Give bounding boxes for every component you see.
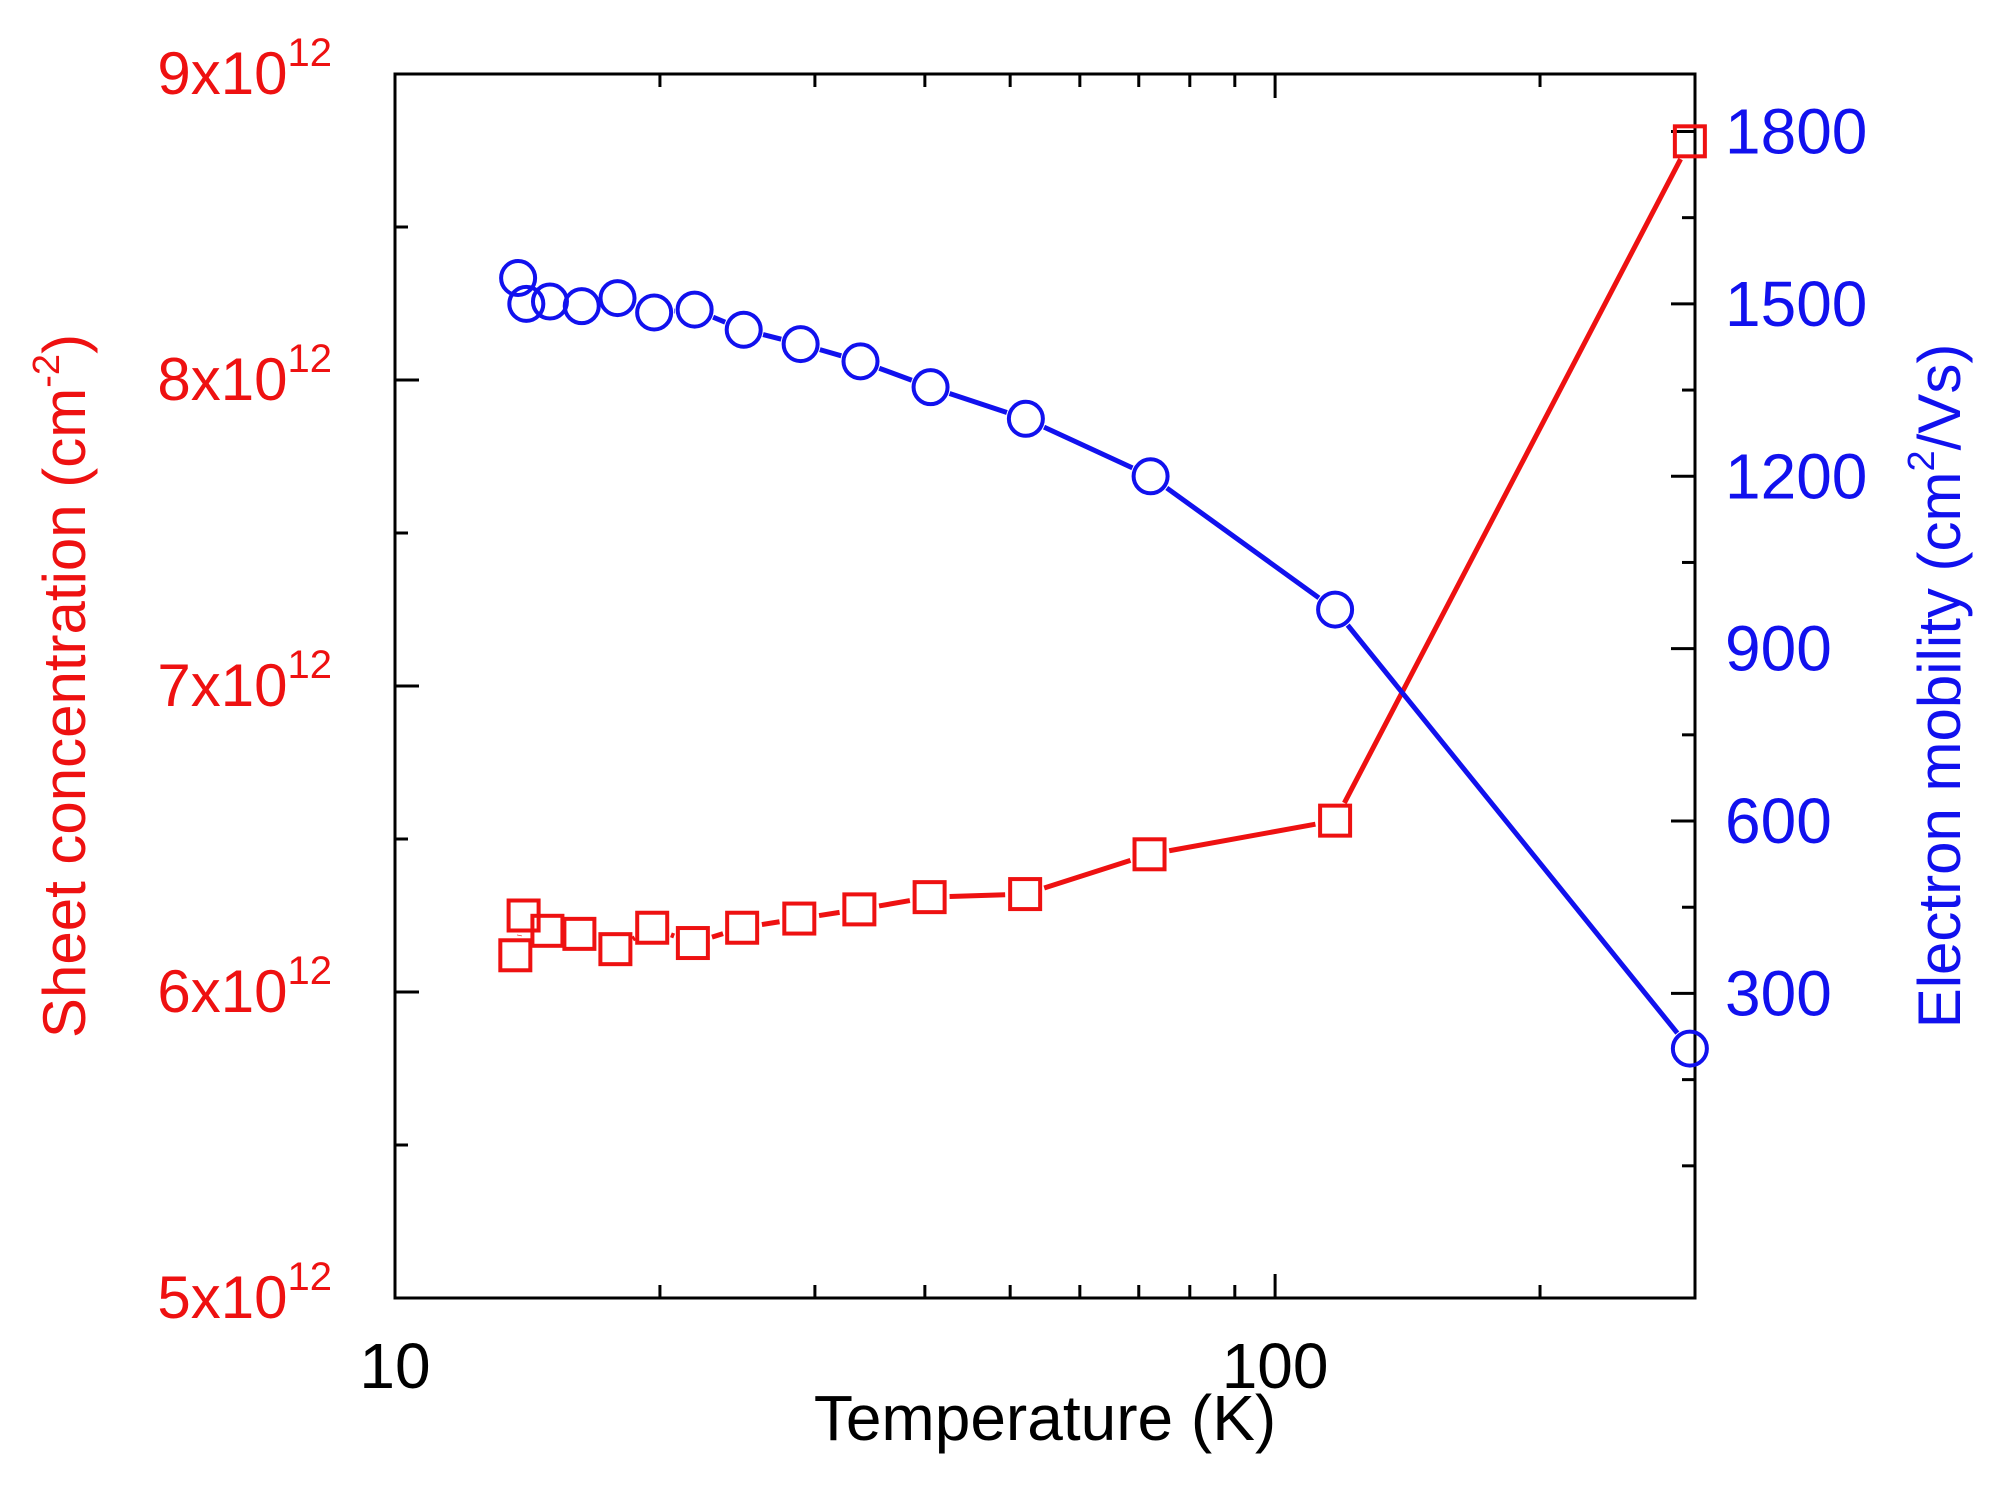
mobility-point — [675, 290, 714, 329]
series-segment — [670, 932, 676, 939]
series-segment — [712, 314, 727, 325]
concentration-point — [1132, 837, 1167, 872]
series-segment — [1043, 858, 1132, 891]
right-axis-label-sup: 2 — [1901, 450, 1943, 471]
concentration-point — [782, 901, 817, 936]
left-y-tick-exponent: 12 — [288, 643, 333, 687]
mobility-point — [911, 368, 950, 407]
plot-frame — [393, 72, 1697, 1300]
series-segment — [1342, 157, 1683, 805]
left-y-tick-label: 6x1012 — [157, 949, 332, 1025]
mobility-point — [1316, 590, 1355, 629]
concentration-point — [725, 910, 760, 945]
series-segment — [1165, 485, 1321, 600]
right-y-tick-label: 1500 — [1725, 268, 1867, 340]
right-axis-label: Electron mobility (cm2/Vs) — [1901, 344, 1973, 1029]
x-axis-label: Temperature (K) — [814, 1382, 1276, 1454]
mobility-point — [507, 284, 546, 323]
left-axis-label: Sheet concentration (cm-2) — [26, 334, 98, 1038]
left-y-tick-label: 9x1012 — [157, 31, 332, 107]
left-y-tick-label: 5x1012 — [157, 1255, 332, 1331]
mobility-point — [841, 342, 880, 381]
left-y-tick-mantissa: 8x10 — [157, 346, 287, 413]
concentration-point — [1008, 877, 1043, 912]
concentration-point — [562, 916, 597, 951]
mobility-point — [1006, 399, 1045, 438]
series-segment — [1168, 821, 1316, 854]
left-y-tick-exponent: 12 — [288, 949, 333, 993]
series-segment — [631, 935, 637, 942]
series-segment — [1345, 623, 1680, 1035]
series-segment — [711, 931, 724, 940]
left-y-tick-label: 7x1012 — [157, 643, 332, 719]
x-tick-label: 10 — [359, 1330, 430, 1402]
mobility-point — [562, 287, 601, 326]
concentration-point — [842, 892, 877, 927]
left-y-tick-exponent: 12 — [288, 337, 333, 381]
concentration-point — [675, 926, 710, 961]
right-y-tick-label: 600 — [1725, 785, 1832, 857]
series-segment — [949, 892, 1006, 899]
left-axis-label-end: ) — [31, 334, 98, 354]
mobility-point — [598, 279, 637, 318]
concentration-point — [912, 880, 947, 915]
mobility-point — [635, 293, 674, 332]
series-lines — [516, 157, 1683, 1035]
left-y-tick-mantissa: 9x10 — [157, 40, 287, 107]
mobility-point — [724, 310, 763, 349]
mobility-point — [499, 259, 538, 297]
mobility-point — [781, 325, 820, 364]
right-axis-label-main: Electron mobility (cm — [1906, 472, 1973, 1029]
mobility-point — [530, 282, 569, 321]
series-segment — [761, 919, 780, 928]
mobility-point — [1131, 457, 1170, 496]
left-y-tick-exponent: 12 — [288, 1255, 333, 1299]
series-segment — [762, 332, 782, 342]
x-tick-label: 100 — [1222, 1330, 1329, 1402]
concentration-point — [635, 910, 670, 945]
series-segment — [1043, 424, 1134, 471]
right-y-tick-label: 300 — [1725, 957, 1832, 1029]
left-y-tick-mantissa: 7x10 — [157, 652, 287, 719]
left-y-tick-mantissa: 6x10 — [157, 958, 287, 1025]
concentration-point — [498, 938, 533, 973]
left-y-tick-mantissa: 5x10 — [157, 1264, 287, 1331]
axis-ticks — [393, 72, 1697, 1300]
left-axis-label-sup: -2 — [26, 354, 68, 388]
concentration-point — [1318, 803, 1353, 838]
series-markers — [498, 124, 1709, 1068]
mobility-point — [1670, 1029, 1709, 1068]
left-axis-label-main: Sheet concentration (cm — [31, 388, 98, 1038]
right-y-tick-label: 1800 — [1725, 95, 1867, 167]
right-axis-label-end: /Vs) — [1906, 344, 1973, 451]
series-segment — [818, 909, 840, 919]
series-segment — [878, 898, 911, 909]
series-segment — [819, 347, 842, 359]
concentration-point — [598, 932, 633, 967]
series-segment — [878, 365, 913, 383]
left-y-tick-label: 8x1012 — [157, 337, 332, 413]
left-y-tick-exponent: 12 — [288, 31, 333, 75]
right-y-tick-label: 900 — [1725, 613, 1832, 685]
concentration-point — [1672, 124, 1707, 159]
right-y-tick-label: 1200 — [1725, 440, 1867, 512]
tick-labels: 10 1005x10126x10127x10128x10129x101230060… — [157, 31, 1867, 1402]
series-segment — [948, 391, 1008, 415]
